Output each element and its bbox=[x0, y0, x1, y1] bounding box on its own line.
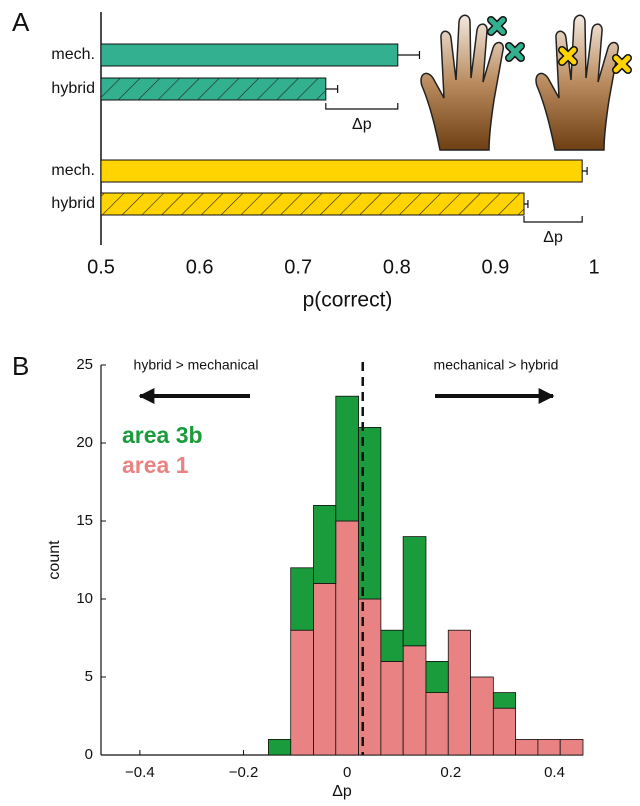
bar-hatch bbox=[101, 78, 326, 100]
x-tick-label: 0.2 bbox=[440, 764, 461, 781]
histogram-bar bbox=[335, 520, 359, 756]
histogram-bar bbox=[268, 739, 292, 756]
histogram-bar bbox=[402, 536, 427, 647]
x-tick-label: 0.8 bbox=[383, 256, 411, 278]
x-axis-label: Δp bbox=[332, 783, 352, 800]
annotation: mechanical > hybrid bbox=[434, 357, 559, 373]
y-tick-label: 0 bbox=[85, 746, 93, 763]
delta-bracket bbox=[325, 103, 399, 110]
y-tick-label: 20 bbox=[76, 434, 93, 451]
histogram-bar bbox=[313, 583, 337, 756]
x-tick-label: 0 bbox=[343, 764, 351, 781]
histogram-bar bbox=[447, 629, 471, 756]
histogram-bar bbox=[313, 504, 337, 584]
delta-label: Δp bbox=[543, 229, 563, 246]
bar bbox=[100, 43, 399, 67]
x-tick-label: 0.7 bbox=[284, 256, 312, 278]
legend-entry: area 1 bbox=[122, 452, 189, 478]
error-bar bbox=[523, 200, 529, 208]
panel-label: A bbox=[12, 7, 30, 37]
error-bar bbox=[397, 51, 421, 59]
x-tick-label: −0.4 bbox=[125, 764, 155, 781]
y-tick-label: 10 bbox=[76, 590, 93, 607]
delta-label: Δp bbox=[352, 116, 372, 133]
panel-label: B bbox=[12, 351, 29, 381]
error-bar bbox=[582, 167, 588, 175]
bar-hatch bbox=[101, 193, 524, 215]
histogram-bar bbox=[380, 629, 404, 662]
histogram-bar bbox=[380, 661, 404, 756]
histogram-bar bbox=[358, 426, 382, 600]
category-label: hybrid bbox=[51, 80, 95, 97]
x-tick-label: 0.9 bbox=[481, 256, 509, 278]
histogram-bar bbox=[492, 707, 517, 756]
histogram-bar bbox=[515, 739, 539, 756]
x-tick-label: 1 bbox=[588, 256, 599, 278]
y-axis-label: count bbox=[46, 540, 63, 580]
y-tick-label: 25 bbox=[76, 356, 93, 373]
annotation: hybrid > mechanical bbox=[134, 357, 259, 373]
y-tick-label: 15 bbox=[76, 512, 93, 529]
x-tick-label: −0.2 bbox=[229, 764, 259, 781]
error-bar bbox=[325, 85, 339, 93]
histogram-bar bbox=[425, 692, 449, 756]
category-label: hybrid bbox=[51, 195, 95, 212]
histogram-bar bbox=[402, 645, 427, 756]
histogram-bar bbox=[492, 692, 517, 709]
histogram-bar bbox=[335, 395, 359, 522]
legend-entry: area 3b bbox=[122, 422, 203, 448]
histogram-bar bbox=[470, 676, 494, 756]
histogram-bar bbox=[290, 567, 314, 631]
category-label: mech. bbox=[51, 162, 95, 179]
bar bbox=[100, 159, 583, 183]
x-tick-label: 0.4 bbox=[544, 764, 565, 781]
x-axis-label: p(correct) bbox=[303, 289, 393, 312]
x-tick-label: 0.6 bbox=[186, 256, 214, 278]
category-label: mech. bbox=[51, 46, 95, 63]
y-tick-label: 5 bbox=[85, 668, 93, 685]
histogram-bar bbox=[559, 739, 584, 756]
histogram-bar bbox=[290, 629, 314, 756]
x-tick-label: 0.5 bbox=[87, 256, 115, 278]
hands-illustration bbox=[420, 14, 632, 151]
delta-bracket bbox=[523, 216, 583, 223]
histogram-bar bbox=[537, 739, 561, 756]
histogram-bar bbox=[425, 661, 449, 694]
